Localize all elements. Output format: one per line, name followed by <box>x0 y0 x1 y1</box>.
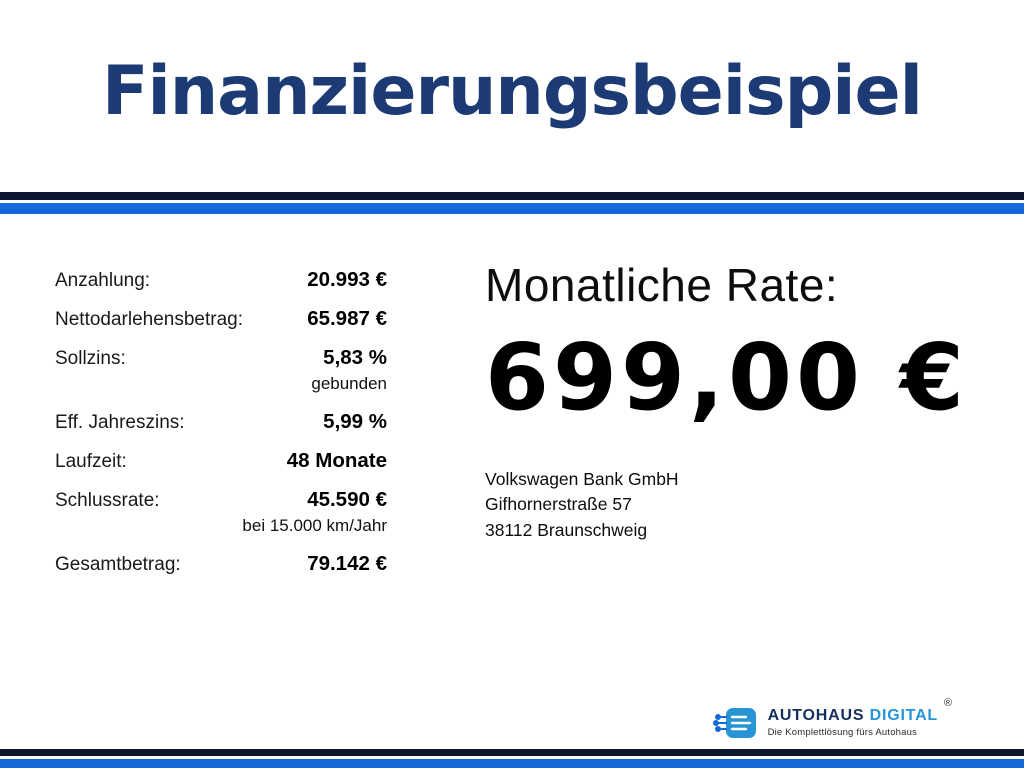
finance-row-gesamtbetrag: Gesamtbetrag: 79.142 € <box>55 552 387 576</box>
finance-row-note: gebunden <box>311 374 387 393</box>
finance-row-schlussrate: Schlussrate: 45.590 € <box>55 488 387 512</box>
monthly-rate-heading: Monatliche Rate: <box>485 259 839 311</box>
logo-tagline: Die Komplettlösung fürs Autohaus <box>767 727 918 739</box>
finance-row-value: 5,83 % <box>323 346 387 369</box>
finance-row-eff-jahreszins: Eff. Jahreszins: 5,99 % <box>55 410 387 434</box>
top-divider-dark-bar <box>0 192 1024 200</box>
top-divider-blue-bar <box>0 203 1024 214</box>
autohaus-digital-circuit-icon <box>712 706 758 740</box>
finance-row-anzahlung: Anzahlung: 20.993 € <box>55 268 387 292</box>
brand-line: AUTOHAUS DIGITAL <box>768 707 938 724</box>
finance-row-label: Laufzeit: <box>55 451 127 472</box>
brand-digital: DIGITAL <box>869 707 938 725</box>
brand-autohaus: AUTOHAUS <box>767 707 865 725</box>
finance-row-value: 45.590 € <box>307 488 387 511</box>
finance-row-label: Gesamtbetrag: <box>55 554 181 575</box>
finance-row-nettodarlehensbetrag: Nettodarlehensbetrag: 65.987 € <box>55 307 387 331</box>
finance-row-note: bei 15.000 km/Jahr <box>242 516 387 535</box>
finance-row-label: Nettodarlehensbetrag: <box>55 309 244 330</box>
bank-city: 38112 Braunschweig <box>485 519 648 540</box>
finance-row-value: 20.993 € <box>307 268 387 291</box>
finance-details-table: Anzahlung: 20.993 € Nettodarlehensbetrag… <box>55 268 387 591</box>
finance-row-value: 65.987 € <box>307 307 387 330</box>
logo-text: ® AUTOHAUS DIGITAL Die Komplettlösung fü… <box>767 697 952 739</box>
monthly-rate-amount: 699,00 € <box>485 324 969 431</box>
autohaus-digital-logo: ® AUTOHAUS DIGITAL Die Komplettlösung fü… <box>712 697 952 740</box>
finance-row-value: 79.142 € <box>307 552 387 575</box>
bottom-divider-blue-bar <box>0 759 1024 768</box>
finance-row-label: Sollzins: <box>55 348 126 369</box>
bank-name: Volkswagen Bank GmbH <box>485 469 679 489</box>
monthly-rate-block: Monatliche Rate: 699,00 € Volkswagen Ban… <box>485 258 1015 543</box>
top-divider-gap <box>0 200 1024 203</box>
bank-street: Gifhornerstraße 57 <box>485 494 632 515</box>
bottom-divider-gap <box>0 756 1024 759</box>
finance-row-label: Eff. Jahreszins: <box>55 412 185 433</box>
bank-address: Volkswagen Bank GmbH Gifhornerstraße 57 … <box>485 467 1015 543</box>
bottom-divider <box>0 749 1024 768</box>
finance-row-value: 48 Monate <box>286 449 387 472</box>
bottom-divider-dark-bar <box>0 749 1024 756</box>
top-divider <box>0 192 1024 214</box>
finance-row-label: Schlussrate: <box>55 490 160 511</box>
finance-row-label: Anzahlung: <box>55 270 151 291</box>
finance-row-value: 5,99 % <box>323 410 387 433</box>
page-title: Finanzierungsbeispiel <box>102 52 923 131</box>
registered-trademark: ® <box>943 697 952 710</box>
finance-row-sollzins: Sollzins: 5,83 % <box>55 346 387 370</box>
finance-row-laufzeit: Laufzeit: 48 Monate <box>55 449 387 473</box>
